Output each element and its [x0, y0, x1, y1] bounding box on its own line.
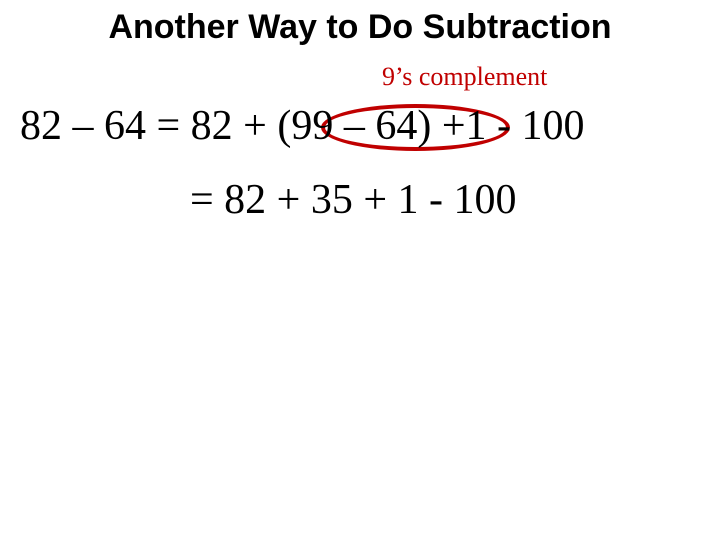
slide-root: Another Way to Do Subtraction 9’s comple… [0, 0, 720, 540]
equation-line-1: 82 – 64 = 82 + (99 – 64) +1 - 100 [20, 102, 585, 150]
equation-line-2: = 82 + 35 + 1 - 100 [190, 176, 517, 224]
complement-label: 9’s complement [382, 62, 547, 92]
page-title: Another Way to Do Subtraction [0, 8, 720, 47]
